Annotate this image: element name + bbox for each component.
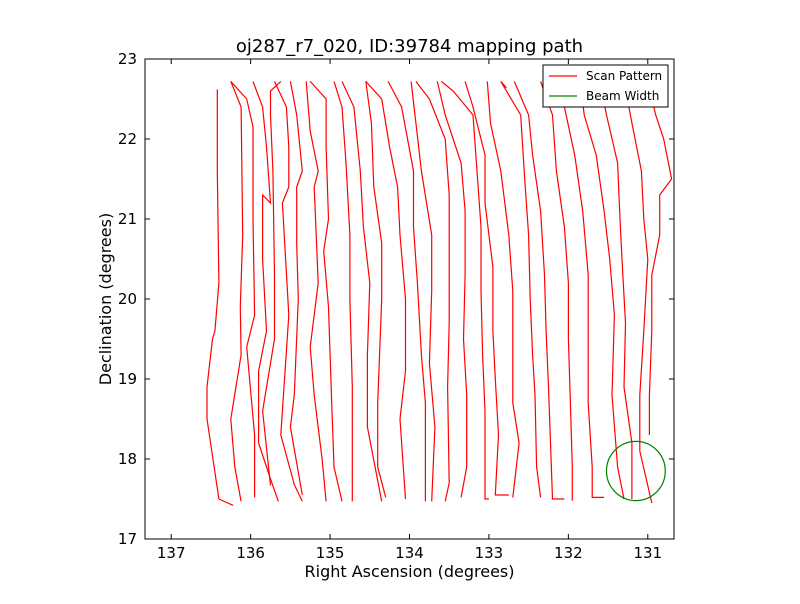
chart-title: oj287_r7_020, ID:39784 mapping path xyxy=(236,36,583,57)
x-tick-label: 133 xyxy=(475,544,504,562)
plot-marks xyxy=(206,80,673,506)
y-tick-label: 18 xyxy=(118,450,137,468)
scan-pattern-segment-7 xyxy=(305,81,327,502)
scan-pattern-segment-24 xyxy=(579,81,625,500)
x-tick-label: 132 xyxy=(554,544,583,562)
scan-pattern-segment-25 xyxy=(599,81,633,499)
beam-width-circle xyxy=(605,440,666,502)
scan-pattern-segment-2 xyxy=(230,80,256,498)
scan-pattern-segment-27 xyxy=(647,81,673,435)
legend: Scan Pattern Beam Width xyxy=(542,64,669,108)
scan-pattern-segment-12 xyxy=(365,80,407,500)
x-tick-label: 137 xyxy=(157,544,186,562)
y-tick-label: 20 xyxy=(118,290,137,308)
y-axis-label: Declination (degrees) xyxy=(96,213,115,385)
legend-label: Scan Pattern xyxy=(586,69,662,83)
scan-pattern-segment-9 xyxy=(333,81,353,502)
legend-box xyxy=(542,64,669,108)
scan-pattern-segment-26 xyxy=(623,81,653,504)
y-tick-label: 17 xyxy=(118,530,137,548)
scan-pattern-segment-20 xyxy=(500,81,542,498)
scan-pattern-segment-13 xyxy=(387,81,426,502)
y-tick-label: 21 xyxy=(118,210,137,228)
scan-pattern-segment-15 xyxy=(415,81,450,502)
x-tick-label: 136 xyxy=(236,544,265,562)
scan-pattern-segment-22 xyxy=(540,81,573,501)
scan-pattern-segment-16 xyxy=(436,81,468,498)
scan-pattern-segment-21 xyxy=(513,81,565,500)
scan-pattern-segment-8 xyxy=(309,80,343,502)
x-tick-label: 134 xyxy=(395,544,424,562)
scan-pattern-segment-18 xyxy=(464,81,509,496)
scan-pattern-segment-19 xyxy=(486,81,520,498)
scan-pattern-segment-0 xyxy=(206,89,234,506)
scan-pattern-segment-10 xyxy=(341,81,383,502)
scan-pattern-segment-3 xyxy=(252,81,279,502)
scan-pattern-segment-17 xyxy=(440,80,489,500)
scan-pattern-segment-14 xyxy=(410,81,436,502)
y-tick-label: 19 xyxy=(118,370,137,388)
scan-pattern-segment-5 xyxy=(273,81,303,502)
x-axis-label: Right Ascension (degrees) xyxy=(305,562,515,581)
legend-label: Beam Width xyxy=(586,89,659,103)
y-tick-label: 22 xyxy=(118,130,137,148)
scan-pattern-segment-4 xyxy=(261,80,282,486)
scan-pattern-segment-6 xyxy=(289,81,303,496)
x-tick-label: 135 xyxy=(316,544,345,562)
scan-pattern-segment-11 xyxy=(365,81,387,498)
x-tick-label: 131 xyxy=(633,544,662,562)
scan-pattern-segment-1 xyxy=(230,81,244,502)
scan-pattern-segment-23 xyxy=(561,81,605,498)
y-tick-label: 23 xyxy=(118,50,137,68)
axis-ticks: 137 136 135 134 133 132 131 17 18 19 20 21 22 23 xyxy=(118,50,674,562)
